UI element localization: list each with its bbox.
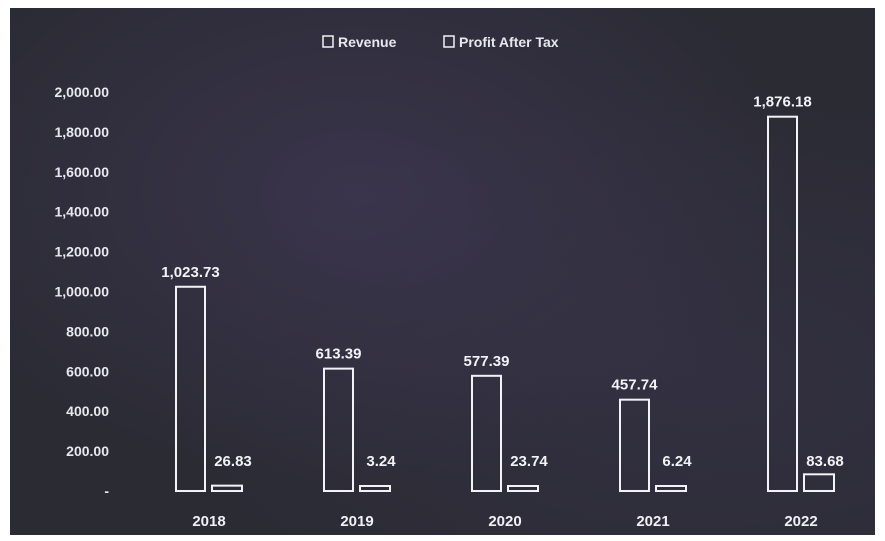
data-label-revenue: 1,023.73 <box>161 264 219 281</box>
legend-swatch-profit <box>443 35 455 48</box>
x-tick-label: 2019 <box>340 513 373 530</box>
y-tick-label: 1,200.00 <box>55 244 110 260</box>
legend-swatch-revenue <box>322 35 334 48</box>
legend: Revenue Profit After Tax <box>322 34 559 50</box>
data-label-revenue: 1,876.18 <box>753 94 811 111</box>
data-label-revenue: 577.39 <box>464 353 510 370</box>
y-tick-label: 200.00 <box>66 443 109 459</box>
bar-revenue <box>323 367 354 492</box>
bar-profit <box>211 484 243 492</box>
y-tick-label: 600.00 <box>66 363 109 379</box>
x-tick-label: 2020 <box>488 513 521 530</box>
y-tick-label: 2,000.00 <box>55 84 110 100</box>
y-tick-label: 400.00 <box>66 403 109 419</box>
data-label-profit: 26.83 <box>214 453 252 470</box>
bar-profit <box>507 485 539 492</box>
y-axis: - 200.00 400.00 600.00 800.00 1,000.00 1,200.0… <box>55 84 110 499</box>
legend-label-revenue: Revenue <box>338 34 397 50</box>
bar-profit <box>655 485 687 492</box>
data-label-profit: 83.68 <box>806 453 844 470</box>
bar-profit <box>359 485 391 492</box>
x-tick-label: 2018 <box>192 513 225 530</box>
bar-revenue <box>767 115 798 492</box>
x-axis: 2018 2019 2020 2021 2022 <box>192 513 817 530</box>
data-label-profit: 23.74 <box>510 453 548 470</box>
legend-label-profit: Profit After Tax <box>459 34 559 50</box>
bars: 1,023.73 26.83 613.39 3.24 577.39 23.74 457.74… <box>161 94 844 493</box>
x-tick-label: 2022 <box>784 513 817 530</box>
y-tick-label: 1,000.00 <box>55 284 110 300</box>
data-label-revenue: 457.74 <box>612 377 659 394</box>
data-label-revenue: 613.39 <box>316 346 362 363</box>
y-tick-label: 1,800.00 <box>55 124 110 140</box>
y-tick-label: 1,400.00 <box>55 204 110 220</box>
bar-revenue <box>175 285 206 492</box>
y-tick-label: - <box>104 483 109 499</box>
data-label-profit: 3.24 <box>366 453 396 470</box>
chart-area <box>10 8 875 535</box>
y-tick-label: 800.00 <box>66 323 109 339</box>
y-tick-label: 1,600.00 <box>55 164 110 180</box>
bar-revenue <box>471 374 502 493</box>
bar-profit <box>803 473 835 493</box>
bar-revenue <box>619 398 650 493</box>
x-tick-label: 2021 <box>636 513 669 530</box>
data-label-profit: 6.24 <box>662 453 692 470</box>
